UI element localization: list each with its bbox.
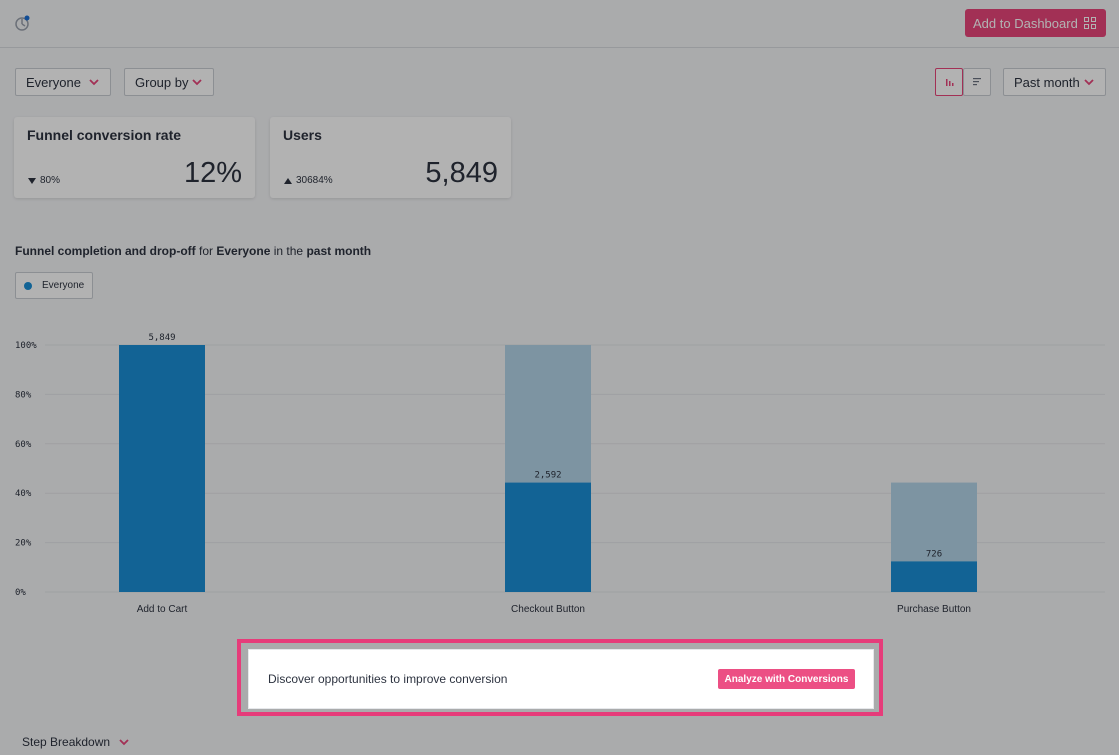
legend-dot	[24, 281, 32, 290]
bar-view-button[interactable]	[935, 68, 963, 96]
x-category-label: Add to Cart	[137, 604, 188, 615]
card-delta: 80%	[27, 175, 60, 186]
y-tick-label: 40%	[15, 489, 32, 499]
dropoff-bar	[891, 482, 977, 562]
chevron-down-icon	[192, 79, 202, 86]
logo-icon[interactable]	[14, 14, 32, 32]
segment-dropdown[interactable]: Everyone	[15, 68, 111, 96]
date-range-dropdown[interactable]: Past month	[1003, 68, 1106, 96]
delta-value: 30684%	[296, 175, 333, 186]
chart-heading: Funnel completion and drop-off for Every…	[15, 244, 371, 258]
date-range-label: Past month	[1014, 74, 1080, 90]
add-to-dashboard-button[interactable]: Add to Dashboard	[965, 9, 1106, 37]
add-to-dashboard-label: Add to Dashboard	[973, 15, 1078, 31]
callout-highlight-frame	[237, 639, 883, 716]
callout-text: Discover opportunities to improve conver…	[268, 672, 508, 686]
legend-label: Everyone	[42, 280, 85, 291]
chevron-down-icon	[89, 79, 99, 86]
y-tick-label: 60%	[15, 440, 32, 450]
y-tick-label: 20%	[15, 539, 32, 549]
card-title: Funnel conversion rate	[27, 127, 182, 143]
x-category-label: Checkout Button	[511, 604, 585, 615]
group-by-dropdown[interactable]: Group by	[124, 68, 214, 96]
card-delta: 30684%	[283, 175, 333, 186]
x-category-label: Purchase Button	[897, 604, 971, 615]
segment-dropdown-label: Everyone	[26, 74, 81, 90]
converted-bar	[505, 482, 591, 592]
funnel-chart: 0% 20% 40% 60% 80% 100% 5,849 Add to Cart 2,592 C…	[15, 333, 1105, 615]
bar-value-label: 726	[926, 549, 942, 559]
triangle-down-icon	[28, 177, 36, 184]
users-card: Users 30684% 5,849	[270, 117, 511, 198]
chart-heading-in-the: in the	[273, 244, 304, 258]
bar-value-label: 5,849	[148, 333, 175, 343]
group-by-label: Group by	[135, 74, 189, 90]
step-breakdown-label: Step Breakdown	[22, 735, 111, 749]
chevron-down-icon	[119, 739, 129, 746]
card-title: Users	[283, 127, 322, 143]
y-tick-label: 80%	[15, 390, 32, 400]
delta-value: 80%	[40, 175, 61, 186]
conversion-rate-card: Funnel conversion rate 80% 12%	[14, 117, 255, 198]
chart-heading-segment: Everyone	[216, 244, 271, 258]
card-value: 12%	[183, 157, 242, 189]
dropoff-bar	[505, 345, 591, 483]
y-tick-label: 0%	[15, 588, 26, 598]
y-tick-label: 100%	[15, 341, 37, 351]
converted-bar	[119, 345, 205, 592]
list-view-button[interactable]	[963, 68, 991, 96]
chevron-down-icon	[1084, 79, 1094, 86]
analyze-with-conversions-button[interactable]: Analyze with Conversions	[718, 669, 855, 689]
triangle-up-icon	[284, 177, 292, 184]
list-icon	[973, 78, 981, 86]
conversion-callout: Discover opportunities to improve conver…	[248, 649, 874, 709]
chart-heading-prefix: Funnel completion and drop-off	[15, 244, 196, 258]
bar-value-label: 2,592	[534, 471, 561, 481]
card-value: 5,849	[425, 157, 498, 189]
top-bar: Add to Dashboard	[0, 0, 1119, 48]
step-breakdown-toggle[interactable]: Step Breakdown	[22, 735, 130, 749]
chart-heading-for: for	[199, 244, 214, 258]
dashboard-grid-icon	[1084, 17, 1096, 29]
bar-chart-icon	[946, 79, 954, 86]
chart-heading-period: past month	[306, 244, 372, 258]
chart-legend[interactable]: Everyone	[15, 272, 93, 299]
converted-bar	[891, 561, 977, 592]
